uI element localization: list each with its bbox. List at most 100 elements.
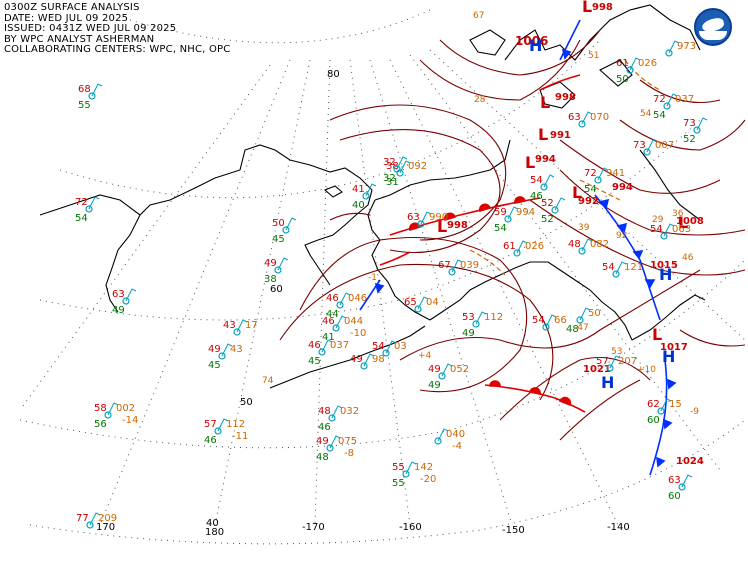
warm-front-semicircle: [489, 380, 501, 387]
station-circle-icon: [434, 437, 442, 445]
wind-barb-icon: [597, 167, 609, 181]
extra-label: 53: [611, 347, 622, 357]
station-circle-icon: [274, 266, 282, 274]
station-circle-icon: [472, 320, 480, 328]
low-center: 994: [612, 182, 633, 193]
station-plot: 77 209: [76, 512, 117, 529]
station-circle-icon: [328, 414, 336, 422]
station-pressure: 994: [516, 207, 535, 218]
cold-front-triangle: [616, 222, 628, 234]
extra-label: +4: [418, 351, 432, 361]
wind-barb-icon: [91, 83, 103, 97]
station-pressure: 98: [372, 354, 385, 365]
station-circle-icon: [85, 205, 93, 213]
svg-text:L: L: [525, 153, 535, 172]
lon-label: -160: [399, 522, 422, 533]
warm-fronts: [379, 74, 586, 413]
warm-front-semicircle: [529, 387, 541, 395]
wind-barb-icon: [107, 402, 119, 416]
station-dewpoint: 55: [78, 100, 91, 111]
header-centers: COLLABORATING CENTERS: WPC, NHC, OPC: [4, 44, 231, 55]
wind-barb-icon: [125, 288, 137, 302]
station-circle-icon: [417, 220, 425, 228]
station-temperature: 38: [386, 161, 399, 172]
station-circle-icon: [336, 301, 344, 309]
station-dewpoint: 48: [316, 452, 329, 463]
svg-text:991: 991: [550, 130, 571, 141]
station-temperature: 72: [584, 168, 597, 179]
wind-barb-icon: [516, 240, 528, 254]
station-plot: 72 54 037: [653, 93, 694, 121]
station-temperature: 63: [112, 289, 125, 300]
svg-text:1008: 1008: [676, 216, 704, 227]
station-dewpoint: 54: [75, 213, 88, 224]
wind-barb-icon: [331, 405, 343, 419]
extra-label: 74: [262, 376, 274, 386]
station-plot: 55 55 142-20: [392, 461, 436, 489]
station-plot: 61 026: [503, 240, 544, 257]
low-center: L 998: [437, 217, 468, 236]
station-pressure: 026: [525, 241, 544, 252]
station-plot: 54 66: [532, 314, 567, 331]
wind-barb-icon: [615, 261, 627, 275]
wind-barb-icon: [437, 428, 449, 442]
station-pressure: 990: [429, 212, 448, 223]
station-dewpoint: 52: [683, 134, 696, 145]
extra-label: 36: [672, 209, 684, 219]
cold-front-triangle: [656, 456, 666, 468]
station-pressure: 039: [460, 260, 479, 271]
station-plot: 54 03: [372, 340, 407, 357]
wind-barb-icon: [329, 435, 341, 449]
station-temperature: 50: [272, 218, 285, 229]
low-center: L 994: [525, 153, 556, 172]
station-dewpoint: 60: [647, 415, 660, 426]
svg-text:992: 992: [578, 196, 599, 207]
station-temperature: 48: [568, 239, 581, 250]
wind-barb-icon: [663, 223, 675, 237]
wind-barb-icon: [89, 512, 101, 526]
station-temperature: 54: [530, 175, 543, 186]
wind-barb-icon: [221, 343, 233, 357]
station-dewpoint: 56: [94, 419, 107, 430]
station-temperature: 54: [532, 315, 545, 326]
lat-label: 40: [206, 518, 219, 529]
station-circle-icon: [104, 411, 112, 419]
station-extra-labels: -9 +10 -47 +4 -1 74 54 51 28 67 39 53 36 29 92 46: [262, 11, 699, 417]
station-plot: 49 49 052: [428, 363, 469, 391]
station-plot: 48 50: [566, 307, 601, 335]
low-center: L 998: [582, 0, 613, 16]
station-dewpoint: 45: [208, 360, 221, 371]
wind-barb-icon: [666, 93, 678, 107]
coast-bc: [631, 294, 706, 341]
wind-barb-icon: [554, 197, 566, 211]
cold-front-triangle: [598, 198, 610, 210]
station-temperature: 49: [428, 364, 441, 375]
station-temperature: 61: [503, 241, 516, 252]
station-temperature: 46: [326, 293, 339, 304]
station-temperature: 54: [650, 224, 663, 235]
lat-circle-50: [19, 259, 746, 449]
svg-text:998: 998: [592, 2, 613, 13]
station-plot: 49 98: [350, 353, 385, 370]
svg-text:L: L: [678, 213, 688, 232]
high-center: 1024: [676, 456, 704, 467]
isobars: [279, 29, 746, 441]
station-temperature: 63: [668, 475, 681, 486]
cold-front-triangle: [632, 250, 644, 260]
warm-front-semicircle: [514, 196, 526, 204]
extra-label: -47: [574, 323, 589, 333]
station-circle-icon: [693, 126, 701, 134]
extra-label: 29: [652, 215, 664, 225]
header-date: DATE: WED JUL 09 2025: [4, 12, 129, 24]
station-dewpoint: 60: [668, 491, 681, 502]
station-pressure: 973: [677, 41, 696, 52]
wind-barb-icon: [646, 139, 658, 153]
station-plot: 46 45 037: [308, 339, 349, 367]
station-plot: 48 46 032: [318, 405, 359, 433]
graticule: [19, 9, 746, 545]
